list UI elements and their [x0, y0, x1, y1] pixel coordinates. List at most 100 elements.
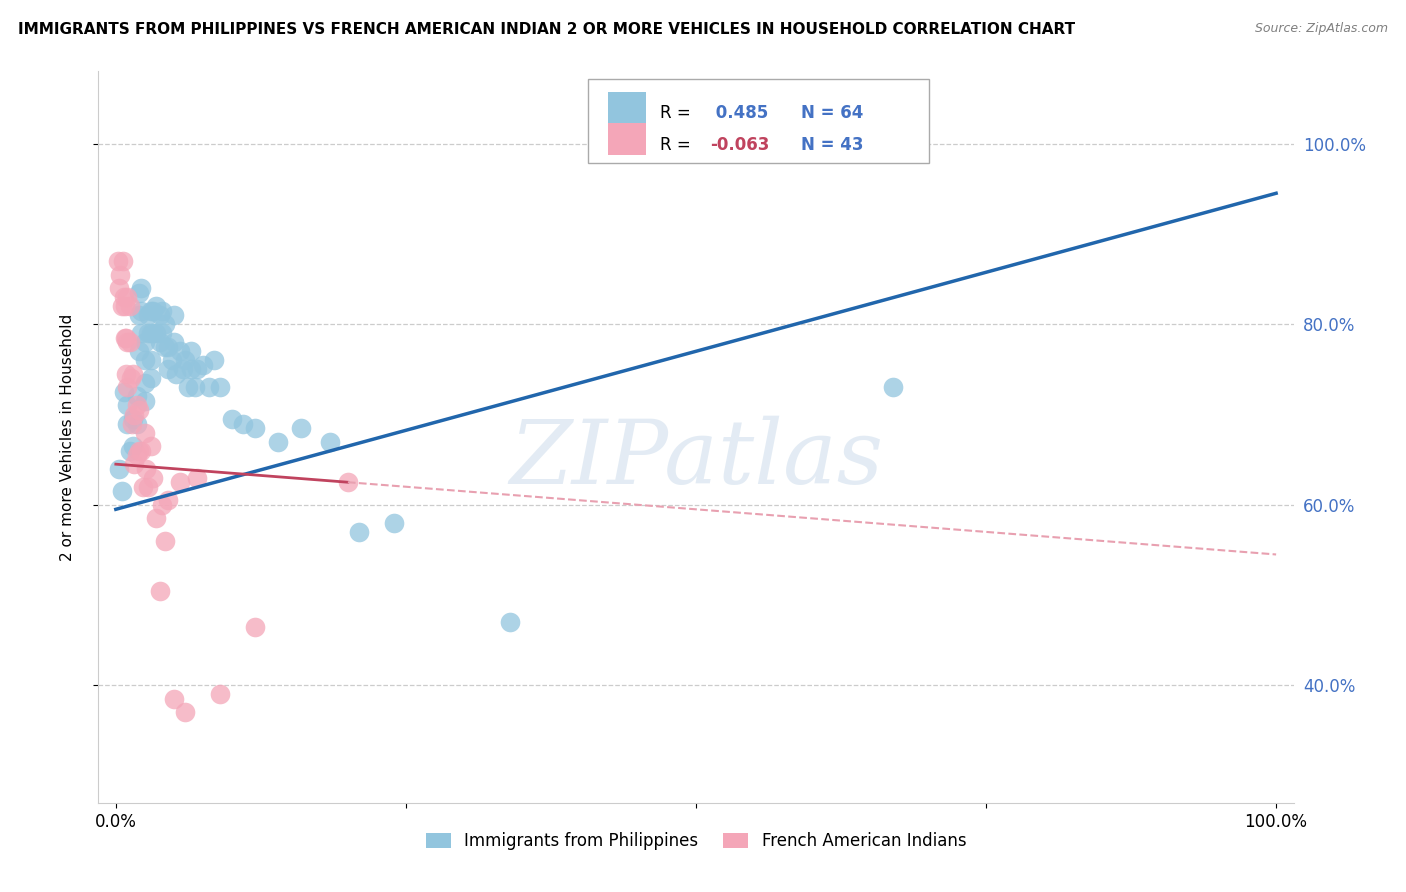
Point: [150, 326, 173, 341]
Point: [180, 362, 202, 376]
Point: [186, 471, 208, 485]
Point: [117, 335, 139, 350]
Point: [139, 303, 162, 318]
Point: [499, 615, 522, 630]
Point: [118, 299, 141, 313]
Point: [145, 326, 167, 341]
Text: IMMIGRANTS FROM PHILIPPINES VS FRENCH AMERICAN INDIAN 2 OR MORE VEHICLES IN HOUS: IMMIGRANTS FROM PHILIPPINES VS FRENCH AM…: [18, 22, 1076, 37]
Point: [150, 303, 173, 318]
Y-axis label: 2 or more Vehicles in Household: 2 or more Vehicles in Household: [60, 313, 75, 561]
Point: [145, 299, 167, 313]
Point: [134, 353, 156, 368]
Point: [122, 412, 145, 426]
Point: [134, 376, 156, 390]
Text: ZIPatlas: ZIPatlas: [509, 416, 883, 502]
Point: [125, 448, 148, 462]
Point: [136, 480, 159, 494]
Point: [110, 268, 132, 282]
Point: [124, 457, 146, 471]
Point: [336, 475, 359, 490]
Point: [349, 524, 371, 539]
Point: [209, 380, 232, 394]
Point: [128, 403, 150, 417]
Point: [139, 326, 162, 341]
Text: R =: R =: [661, 136, 696, 153]
Point: [124, 408, 146, 422]
Point: [177, 380, 200, 394]
Point: [114, 331, 136, 345]
Point: [165, 367, 187, 381]
Point: [115, 331, 138, 345]
Point: [174, 706, 197, 720]
Point: [117, 380, 139, 394]
Point: [131, 326, 153, 341]
Point: [125, 389, 148, 403]
Point: [157, 362, 180, 376]
Point: [131, 480, 153, 494]
Point: [382, 516, 405, 530]
Point: [112, 290, 135, 304]
Point: [139, 353, 162, 368]
Point: [115, 367, 138, 381]
Point: [157, 493, 180, 508]
Point: [180, 344, 202, 359]
Text: R =: R =: [661, 104, 696, 122]
Text: Source: ZipAtlas.com: Source: ZipAtlas.com: [1254, 22, 1388, 36]
Point: [174, 353, 197, 368]
Point: [128, 344, 150, 359]
Point: [153, 317, 176, 331]
Point: [107, 254, 129, 268]
Point: [131, 281, 153, 295]
Point: [243, 421, 266, 435]
Point: [183, 380, 205, 394]
FancyBboxPatch shape: [589, 78, 929, 163]
Point: [111, 299, 134, 313]
Point: [163, 335, 186, 350]
Point: [134, 425, 156, 440]
Point: [209, 688, 232, 702]
Text: N = 64: N = 64: [801, 104, 863, 122]
Point: [267, 434, 290, 449]
Point: [319, 434, 342, 449]
Point: [128, 285, 150, 300]
Point: [153, 533, 176, 548]
Point: [120, 371, 142, 385]
Point: [112, 384, 135, 399]
Point: [149, 335, 172, 350]
Point: [131, 443, 153, 458]
Point: [111, 484, 134, 499]
Point: [160, 353, 183, 368]
Point: [122, 439, 145, 453]
Point: [136, 326, 159, 341]
Point: [149, 308, 172, 322]
Text: -0.063: -0.063: [710, 136, 769, 153]
Point: [191, 358, 214, 372]
Point: [153, 340, 176, 354]
Point: [134, 394, 156, 409]
Point: [136, 308, 159, 322]
Point: [118, 443, 141, 458]
Point: [108, 281, 131, 295]
Point: [197, 380, 219, 394]
Point: [142, 471, 165, 485]
Point: [149, 583, 172, 598]
Point: [117, 417, 139, 431]
Point: [114, 299, 136, 313]
Point: [139, 439, 162, 453]
Point: [169, 475, 191, 490]
Point: [232, 417, 254, 431]
Point: [134, 335, 156, 350]
Legend: Immigrants from Philippines, French American Indians: Immigrants from Philippines, French Amer…: [419, 825, 973, 856]
FancyBboxPatch shape: [607, 123, 645, 155]
Point: [128, 308, 150, 322]
Point: [243, 620, 266, 634]
Point: [169, 344, 191, 359]
Point: [204, 353, 226, 368]
Text: N = 43: N = 43: [801, 136, 863, 153]
Point: [221, 412, 243, 426]
Point: [163, 308, 186, 322]
Point: [290, 421, 312, 435]
Point: [145, 511, 167, 525]
Point: [882, 380, 904, 394]
Point: [139, 371, 162, 385]
